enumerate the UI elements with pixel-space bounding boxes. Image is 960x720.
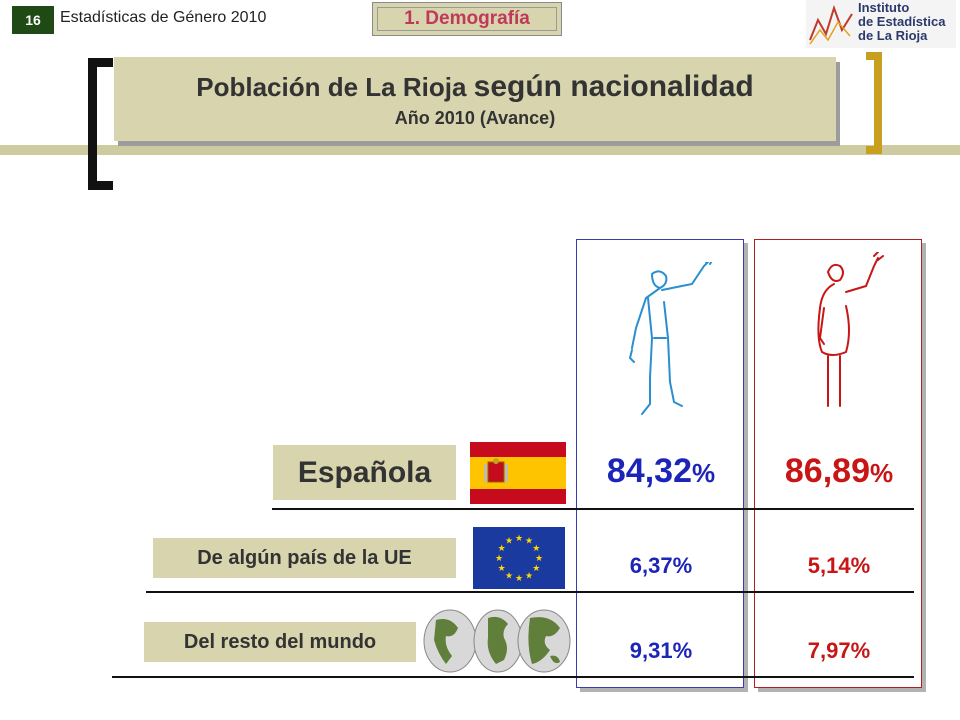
series-title: Estadísticas de Género 2010 bbox=[60, 9, 267, 26]
row-label-resto-mundo: Del resto del mundo bbox=[144, 622, 416, 662]
eu-star: ★ bbox=[505, 570, 513, 580]
page-title: Población de La Rioja según nacionalidad bbox=[196, 70, 754, 103]
row-label-espanola: Española bbox=[273, 445, 456, 500]
eu-flag-icon: ★★★★★★★★★ ★ ★★ bbox=[473, 527, 565, 589]
eu-star: ★ bbox=[525, 536, 533, 546]
eu-star: ★ bbox=[495, 553, 503, 563]
row-label-ue: De algún país de la UE bbox=[153, 538, 456, 578]
eu-star: ★ bbox=[515, 533, 523, 543]
eu-star: ★ bbox=[535, 553, 543, 563]
row-divider bbox=[112, 676, 914, 678]
female-column bbox=[754, 239, 922, 688]
world-map-icon bbox=[423, 609, 571, 673]
left-bracket-decoration bbox=[88, 58, 113, 190]
woman-waving-icon bbox=[817, 252, 884, 407]
value-ue-mujeres: 5,14% bbox=[807, 553, 871, 578]
eu-star: ★ bbox=[498, 563, 506, 573]
title-stripe bbox=[0, 145, 960, 155]
section-tab[interactable]: 1. Demografía bbox=[372, 2, 562, 36]
eu-star: ★ bbox=[505, 536, 513, 546]
page-subtitle: Año 2010 (Avance) bbox=[394, 108, 556, 128]
value-espanola-hombres: 84,32% bbox=[606, 452, 716, 490]
eu-star: ★ bbox=[525, 570, 533, 580]
row-divider bbox=[272, 508, 914, 510]
value-mundo-hombres: 9,31% bbox=[629, 638, 693, 663]
value-mundo-mujeres: 7,97% bbox=[807, 638, 871, 663]
institute-logo bbox=[806, 0, 956, 48]
eu-star: ★ bbox=[498, 543, 506, 553]
spain-flag-icon bbox=[470, 442, 566, 504]
man-waving-icon bbox=[628, 262, 713, 415]
slide-number: 16 bbox=[12, 6, 54, 34]
eu-star: ★ bbox=[532, 563, 540, 573]
value-ue-hombres: 6,37% bbox=[629, 553, 693, 578]
title-box: Población de La Rioja según nacionalidad… bbox=[114, 57, 836, 141]
right-bracket-decoration bbox=[866, 52, 882, 154]
male-column bbox=[576, 239, 744, 688]
eu-star: ★ bbox=[532, 543, 540, 553]
section-tab-label: 1. Demografía bbox=[404, 8, 530, 29]
eu-star: ★ bbox=[515, 573, 523, 583]
value-espanola-mujeres: 86,89% bbox=[784, 452, 894, 490]
row-divider bbox=[146, 591, 914, 593]
logo-text: Instituto de Estadística de La Rioja bbox=[858, 0, 946, 43]
